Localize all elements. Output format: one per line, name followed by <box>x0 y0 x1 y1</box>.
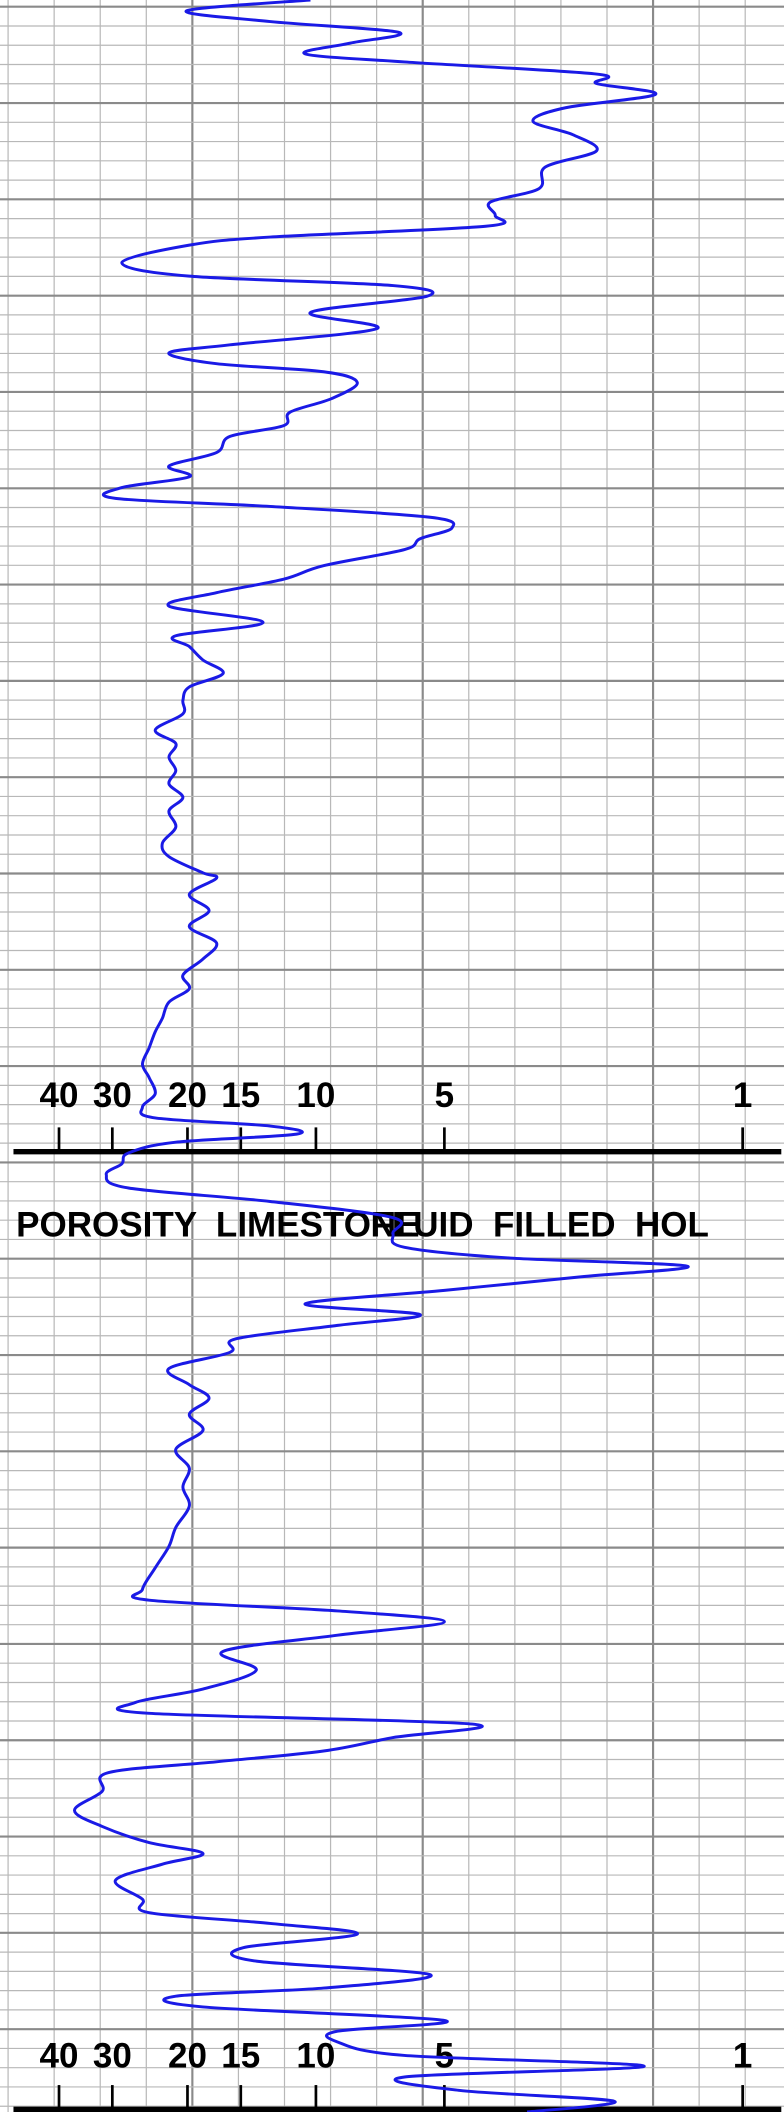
x-tick-label: 1 <box>733 2037 752 2076</box>
header-right: FLUID FILLED HOL <box>370 1205 708 1244</box>
x-tick-label: 15 <box>221 1076 260 1115</box>
x-tick-label: 10 <box>296 2037 335 2076</box>
curve-layer <box>72 0 690 2112</box>
x-tick-label: 1 <box>733 1076 752 1115</box>
porosity-curve <box>72 0 690 2112</box>
x-tick-label: 30 <box>93 2037 132 2076</box>
x-tick-label: 15 <box>221 2037 260 2076</box>
x-tick-label: 30 <box>93 1076 132 1115</box>
x-tick-label: 20 <box>168 2037 207 2076</box>
x-tick-label: 40 <box>40 2037 79 2076</box>
scales: 40 30 20 15 10 5 140 30 20 15 10 5 1 <box>13 1076 782 2112</box>
x-tick-label: 10 <box>296 1076 335 1115</box>
x-tick-label: 20 <box>168 1076 207 1115</box>
x-tick-label: 40 <box>40 1076 79 1115</box>
x-tick-label: 5 <box>435 1076 454 1115</box>
